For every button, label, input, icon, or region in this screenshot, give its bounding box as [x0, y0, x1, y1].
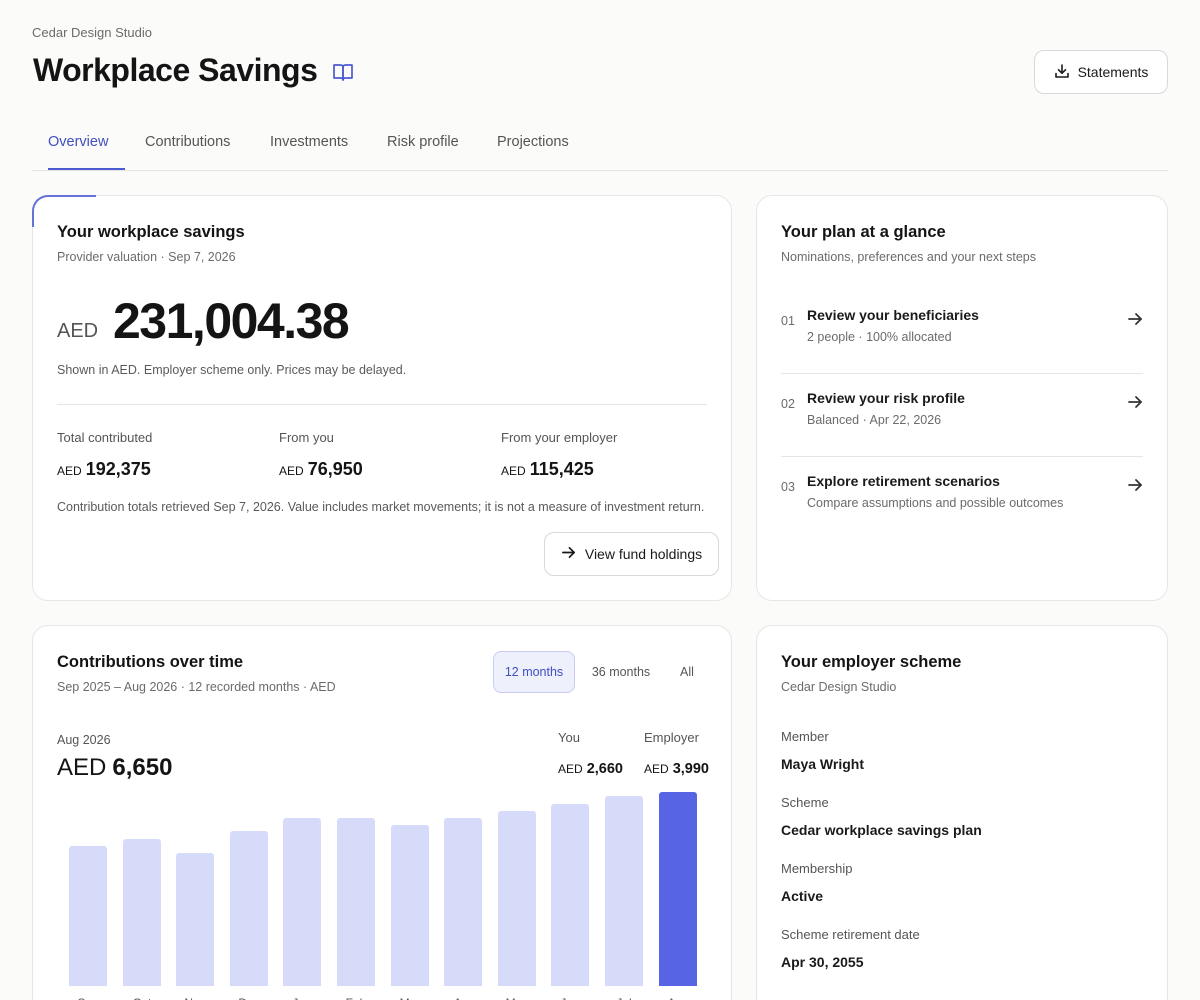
chart-bar-may[interactable] [498, 811, 536, 986]
range-36-months-button[interactable]: 36 months [591, 665, 651, 679]
page-title: Workplace Savings [33, 52, 318, 88]
chart-tick-label: Jun [551, 996, 589, 1000]
retirement-date-value: Apr 30, 2055 [781, 954, 864, 970]
step-subtitle: Compare assumptions and possible outcome… [807, 496, 1064, 510]
arrow-right-icon [1128, 479, 1142, 491]
chart-bar-jan[interactable] [283, 818, 321, 986]
chart-tick-label: Sep [69, 996, 107, 1000]
tab-projections[interactable]: Projections [497, 134, 569, 150]
tab-overview[interactable]: Overview [48, 134, 109, 150]
chart-bar-feb[interactable] [337, 818, 375, 986]
chart-tick-label: Jul [605, 996, 643, 1000]
chart-tick-label: Apr [444, 996, 482, 1000]
chart-bar-dec[interactable] [230, 831, 268, 986]
chart-tick-label: Nov [176, 996, 214, 1000]
chart-tick-label: Oct [123, 996, 161, 1000]
statements-button[interactable]: Statements [1034, 50, 1168, 94]
step-review-beneficiaries[interactable]: 01 Review your beneficiaries 2 people · … [781, 291, 1143, 374]
chart-tick-label: Feb [337, 996, 375, 1000]
chart-tick-label: Dec [230, 996, 268, 1000]
step-subtitle: 2 people · 100% allocated [807, 330, 952, 344]
balance-amount: 231,004.38 [113, 293, 350, 349]
balance-note: Shown in AED. Employer scheme only. Pric… [57, 363, 407, 377]
contributions-card: Contributions over time Sep 2025 – Aug 2… [32, 625, 732, 1000]
chart-bar-oct[interactable] [123, 839, 161, 986]
tab-bar: Overview Contributions Investments Risk … [32, 120, 1168, 171]
chart-tick-label: May [498, 996, 536, 1000]
chart-bar-apr[interactable] [444, 818, 482, 986]
savings-title: Your workplace savings [57, 223, 245, 241]
view-fund-holdings-button[interactable]: View fund holdings [544, 532, 719, 576]
step-number: 03 [781, 480, 795, 494]
savings-card: Your workplace savings Provider valuatio… [32, 195, 732, 601]
arrow-right-icon [561, 545, 576, 563]
member-label: Member [781, 729, 829, 744]
employer-value: AED 3,990 [644, 761, 709, 777]
view-fund-holdings-label: View fund holdings [584, 546, 703, 562]
plan-title: Your plan at a glance [781, 223, 946, 241]
chart-bar-mar[interactable] [391, 825, 429, 986]
total-contributed-value: AED 192,375 [57, 459, 151, 479]
retirement-date-label: Scheme retirement date [781, 927, 920, 942]
organization-name: Cedar Design Studio [32, 25, 152, 40]
tab-investments[interactable]: Investments [270, 134, 349, 150]
card-accent [32, 195, 96, 227]
contributions-title: Contributions over time [57, 653, 244, 671]
chart-tick-label: Mar [391, 996, 429, 1000]
divider [781, 373, 1143, 374]
step-number: 02 [781, 397, 795, 411]
selected-total: AED 6,650 [57, 754, 173, 781]
scheme-subtitle: Cedar Design Studio [781, 680, 897, 694]
scheme-label: Scheme [781, 795, 829, 810]
contribution-footnote: Contribution totals retrieved Sep 7, 202… [57, 500, 705, 514]
from-you-label: From you [279, 430, 334, 445]
total-contributed-label: Total contributed [57, 430, 153, 445]
chart-bar-sep[interactable] [69, 846, 107, 986]
balance-currency: AED [57, 320, 99, 342]
member-value: Maya Wright [781, 756, 864, 772]
from-you-value: AED 76,950 [279, 459, 363, 479]
range-12-months-button[interactable]: 12 months [493, 651, 575, 693]
scheme-title: Your employer scheme [781, 653, 962, 671]
contributions-subtitle: Sep 2025 – Aug 2026 · 12 recorded months… [57, 680, 336, 694]
chart-tick-label: Aug [659, 996, 697, 1000]
chart-bar-jul[interactable] [605, 796, 643, 986]
step-review-risk-profile[interactable]: 02 Review your risk profile Balanced · A… [781, 374, 1143, 457]
membership-value: Active [781, 888, 824, 904]
step-number: 01 [781, 314, 795, 328]
step-title: Review your beneficiaries [807, 307, 979, 323]
plan-card: Your plan at a glance Nominations, prefe… [756, 195, 1168, 601]
step-subtitle: Balanced · Apr 22, 2026 [807, 413, 942, 427]
range-all-button[interactable]: All [680, 665, 694, 679]
from-employer-label: From your employer [501, 430, 618, 445]
statements-label: Statements [1077, 64, 1149, 80]
from-employer-value: AED 115,425 [501, 459, 594, 479]
active-tab-indicator [48, 168, 125, 170]
arrow-right-icon [1128, 396, 1142, 408]
you-label: You [558, 730, 580, 745]
employer-scheme-card: Your employer scheme Cedar Design Studio… [756, 625, 1168, 1000]
scheme-value: Cedar workplace savings plan [781, 822, 982, 838]
chart-tick-label: Jan [283, 996, 321, 1000]
tab-risk-profile[interactable]: Risk profile [387, 134, 459, 150]
contributions-chart: Sep Oct Nov Dec Jan Feb Mar Apr May Jun Jul Aug [33, 626, 733, 1000]
employer-label: Employer [644, 730, 699, 745]
chart-bar-nov[interactable] [176, 853, 214, 986]
step-title: Review your risk profile [807, 390, 965, 406]
arrow-right-icon [1128, 313, 1142, 325]
selected-month: Aug 2026 [57, 733, 111, 747]
savings-subtitle: Provider valuation · Sep 7, 2026 [57, 250, 236, 264]
step-title: Explore retirement scenarios [807, 473, 1000, 489]
divider [57, 404, 707, 405]
chart-bar-jun[interactable] [551, 804, 589, 986]
download-icon [1054, 63, 1070, 82]
tab-contributions[interactable]: Contributions [145, 134, 231, 150]
step-explore-scenarios[interactable]: 03 Explore retirement scenarios Compare … [781, 457, 1143, 540]
plan-subtitle: Nominations, preferences and your next s… [781, 250, 1036, 264]
divider [781, 456, 1143, 457]
you-value: AED 2,660 [558, 761, 623, 777]
chart-bar-aug[interactable] [659, 792, 697, 986]
book-icon[interactable] [332, 61, 354, 83]
membership-label: Membership [781, 861, 853, 876]
